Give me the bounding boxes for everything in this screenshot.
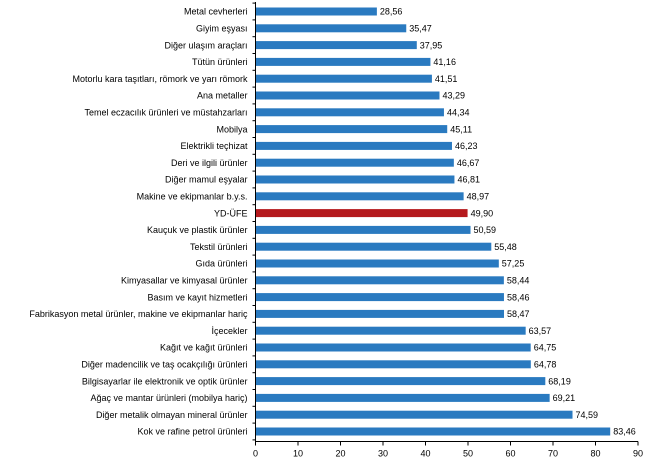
bar-temel-eczacilik-urunleri-ve-mustahzarlari (255, 108, 444, 117)
category-label: Diğer ulaşım araçları (164, 40, 247, 50)
bar-icecekler (255, 326, 526, 335)
category-label: Ana metaller (197, 91, 248, 101)
category-label: Elektrikli teçhizat (180, 141, 248, 151)
bar-kimyasallar-ve-kimyasal-urunler (255, 276, 504, 285)
value-label: 68,19 (548, 376, 571, 386)
x-ticks-group: 0 10 20 30 40 50 60 70 80 90 (252, 2, 643, 459)
x-tick-label: 70 (548, 449, 558, 459)
value-label: 46,23 (455, 141, 478, 151)
bar-tekstil-urunleri (255, 242, 492, 251)
category-label: Basım ve kayıt hizmetleri (147, 292, 247, 302)
value-label: 46,67 (457, 158, 480, 168)
x-tick-label: 20 (335, 449, 345, 459)
value-label: 43,29 (442, 91, 465, 101)
value-label: 64,75 (534, 343, 557, 353)
value-label: 41,51 (435, 74, 458, 84)
category-label: Kok ve rafine petrol ürünleri (137, 427, 247, 437)
bar-kok-ve-rafine-petrol-urunleri (255, 427, 611, 436)
category-label: Makine ve ekipmanlar b.y.s. (137, 192, 248, 202)
bar-elektrikli-techizat (255, 141, 452, 150)
category-label: İçecekler (211, 326, 247, 336)
x-tick-label: 90 (633, 449, 643, 459)
bar-yd-ufe (255, 209, 468, 218)
x-tick-label: 80 (590, 449, 600, 459)
x-tick-label: 30 (378, 449, 388, 459)
x-tick-label: 40 (420, 449, 430, 459)
category-label: Mobilya (216, 124, 247, 134)
category-label: Kimyasallar ve kimyasal ürünler (121, 276, 248, 286)
bar-metal-cevherleri (255, 7, 377, 16)
bar-diger-ulasim-araclari (255, 41, 417, 50)
value-label: 58,47 (507, 309, 530, 319)
bar-diger-mamul-esyalar (255, 175, 455, 184)
category-label: Deri ve ilgili ürünler (171, 158, 248, 168)
category-label: Tekstil ürünleri (190, 242, 248, 252)
category-label: Diğer metalik olmayan mineral ürünler (96, 410, 248, 420)
value-label: 44,34 (447, 108, 470, 118)
category-label: Ağaç ve mantar ürünleri (mobilya hariç) (90, 393, 247, 403)
value-label: 50,59 (474, 225, 497, 235)
category-label: Kağıt ve kağıt ürünleri (160, 343, 248, 353)
bar-gida-urunleri (255, 259, 499, 268)
bar-mobilya (255, 125, 448, 134)
category-label: Giyim eşyası (196, 24, 248, 34)
bars-group (255, 7, 611, 436)
x-tick-label: 50 (463, 449, 473, 459)
bar-diger-metalik-olmayan-mineral-urunler (255, 410, 573, 419)
category-label: Tütün ürünleri (192, 57, 248, 67)
category-label: Metal cevherleri (184, 7, 248, 17)
x-tick-label: 60 (505, 449, 515, 459)
bar-makine-ve-ekipmanlar-b-y-s (255, 192, 464, 201)
bar-fabrikasyon-metal-urunler-makine-ve-ekipmanlar-haric (255, 309, 504, 318)
category-label: Gıda ürünleri (195, 259, 247, 269)
category-label: Diğer mamul eşyalar (165, 175, 248, 185)
value-label: 63,57 (529, 326, 552, 336)
category-label: Fabrikasyon metal ürünler, makine ve eki… (29, 309, 248, 319)
value-label: 74,59 (576, 410, 599, 420)
value-label: 58,44 (507, 276, 530, 286)
bar-tutun-urunleri (255, 57, 431, 66)
value-label: 64,78 (534, 360, 557, 370)
value-label: 48,97 (467, 192, 490, 202)
bar-kagit-ve-kagit-urunleri (255, 343, 531, 352)
bar-giyim-esyasi (255, 24, 407, 33)
value-labels-group: 28,56 35,47 37,95 41,16 41,51 43,29 44,34 45,11… (380, 7, 636, 437)
category-label: Motorlu kara taşıtları, römork ve yarı r… (72, 74, 248, 84)
x-tick-label: 10 (293, 449, 303, 459)
bar-ana-metaller (255, 91, 440, 100)
value-label: 37,95 (420, 40, 443, 50)
value-label: 28,56 (380, 7, 403, 17)
bar-bilgisayarlar-ile-elektronik-ve-optik-urunler (255, 377, 546, 386)
x-tick-label: 0 (253, 449, 258, 459)
value-label: 49,90 (471, 208, 494, 218)
bar-basim-ve-kayit-hizmetleri (255, 293, 504, 302)
bar-kaucuk-ve-plastik-urunler (255, 225, 471, 234)
category-label: Temel eczacılık ürünleri ve müstahzarlar… (84, 108, 247, 118)
value-label: 83,46 (613, 427, 636, 437)
category-labels-group: Metal cevherleri Giyim eşyası Diğer ulaşım… (29, 7, 248, 437)
category-label: Bilgisayarlar ile elektronik ve optik ür… (82, 376, 248, 386)
value-label: 35,47 (409, 24, 432, 34)
bar-motorlu-kara-tasitlari-romork-ve-yari-romork (255, 74, 432, 83)
value-label: 45,11 (450, 124, 472, 134)
category-label: YD-ÜFE (214, 208, 248, 218)
value-label: 58,46 (507, 292, 530, 302)
value-label: 57,25 (502, 259, 525, 269)
value-label: 41,16 (433, 57, 456, 67)
category-label: Diğer madencilik ve taş ocakçılığı ürünl… (81, 360, 247, 370)
category-label: Kauçuk ve plastik ürünler (147, 225, 248, 235)
value-label: 69,21 (553, 393, 576, 403)
value-label: 55,48 (494, 242, 517, 252)
bar-deri-ve-ilgili-urunler (255, 158, 454, 167)
value-label: 46,81 (457, 175, 480, 185)
bar-diger-madencilik-ve-tas-ocakciligi-urunleri (255, 360, 531, 369)
bar-agac-ve-mantar-urunleri-mobilya-haric (255, 393, 550, 402)
